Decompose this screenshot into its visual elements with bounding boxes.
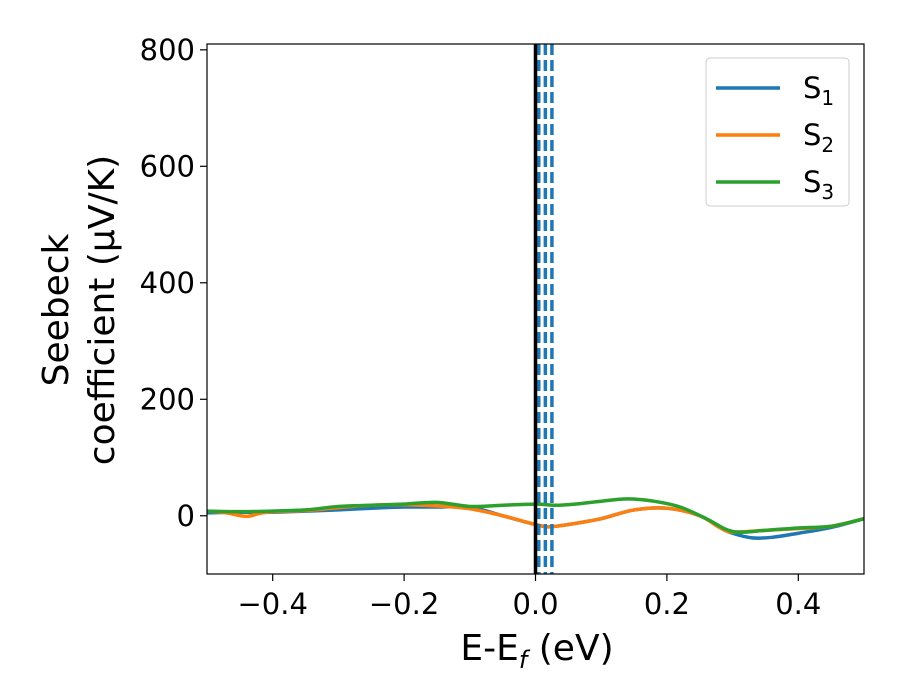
x-tick-label: 0.2 [644, 587, 690, 621]
legend: S1 S2 S3 [705, 57, 850, 207]
legend-box [705, 57, 850, 207]
y-tick-label: 400 [140, 266, 195, 300]
x-tick-label: 0.4 [775, 587, 821, 621]
y-axis: 0 200 400 600 800 [140, 33, 207, 533]
y-tick-label: 800 [140, 33, 195, 67]
series-line-s3 [207, 497, 864, 534]
y-axis-title: Seebeck coefficient (μV/K) [36, 155, 123, 465]
legend-label-s2: S2 [803, 118, 834, 157]
x-tick-label: −0.2 [369, 587, 439, 621]
y-tick-label: 200 [140, 382, 195, 416]
legend-label-s3: S3 [803, 165, 834, 204]
y-axis-title-line1: Seebeck [36, 233, 77, 386]
x-axis: −0.4 −0.2 0.0 0.2 0.4 [237, 574, 821, 621]
y-tick-label: 0 [177, 499, 195, 533]
legend-label-s1: S1 [803, 71, 834, 110]
y-tick-label: 600 [140, 149, 195, 183]
reference-lines [533, 44, 554, 574]
y-axis-title-line2: coefficient (μV/K) [82, 155, 123, 465]
x-tick-label: −0.4 [237, 587, 307, 621]
series-group [207, 497, 864, 540]
x-axis-title: E-Ef (eV) [460, 628, 613, 674]
x-tick-label: 0.0 [512, 587, 558, 621]
